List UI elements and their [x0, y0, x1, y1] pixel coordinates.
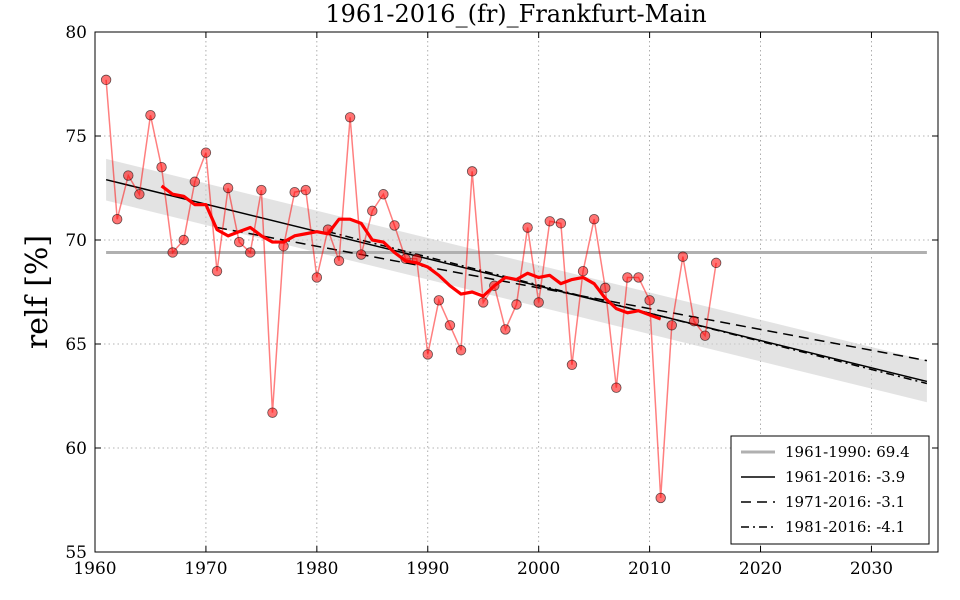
data-point: [178, 234, 189, 246]
data-point: [600, 282, 611, 294]
data-point: [134, 189, 145, 200]
data-point: [466, 166, 478, 177]
data-point: [622, 272, 633, 283]
data-point: [699, 330, 711, 341]
data-point: [677, 251, 689, 262]
data-point: [167, 247, 178, 258]
data-point: [123, 170, 134, 181]
legend-label: 1961-1990: 69.4: [785, 443, 910, 461]
data-point: [378, 189, 389, 200]
data-point: [688, 315, 700, 327]
x-tick-label: 1960: [73, 559, 116, 579]
x-tick-label: 1980: [295, 559, 338, 579]
x-tick-label: 2010: [628, 559, 671, 579]
data-point: [511, 299, 522, 310]
data-point: [544, 216, 555, 227]
plot-frame: [94, 31, 939, 553]
data-point: [222, 182, 234, 194]
y-tick-label: 80: [65, 23, 87, 43]
data-series: [100, 74, 722, 504]
y-tick-label: 75: [65, 127, 87, 147]
data-point: [533, 297, 544, 308]
data-point: [233, 236, 245, 248]
x-tick-label: 1970: [184, 559, 227, 579]
data-point: [300, 184, 311, 196]
data-point: [522, 222, 533, 233]
x-tick-label: 1990: [406, 559, 449, 579]
data-point: [245, 247, 256, 258]
y-tick-label: 55: [65, 543, 87, 563]
x-tick-label: 2000: [517, 559, 560, 579]
data-point: [644, 295, 655, 306]
legend-label: 1971-2016: -3.1: [785, 493, 905, 511]
x-tick-label: 2030: [850, 559, 893, 579]
y-tick-label: 65: [65, 335, 87, 355]
data-point: [189, 176, 201, 187]
data-point: [455, 345, 467, 356]
data-point: [577, 266, 589, 277]
data-point: [356, 249, 367, 260]
data-point: [200, 147, 212, 158]
data-point: [666, 320, 677, 331]
y-tick-label: 60: [65, 439, 87, 459]
y-axis-label: relf [%]: [20, 235, 55, 349]
legend-label: 1961-2016: -3.9: [785, 468, 905, 486]
data-point: [389, 220, 400, 231]
data-point: [433, 295, 445, 306]
data-point: [111, 213, 123, 225]
data-point: [655, 492, 666, 504]
data-point: [333, 255, 345, 266]
data-point: [478, 297, 489, 308]
data-point: [100, 74, 112, 86]
annual-values-line: [105, 79, 717, 498]
data-point: [555, 218, 567, 229]
y-tick-label: 70: [65, 231, 87, 251]
data-point: [367, 205, 378, 217]
data-point: [211, 266, 223, 277]
data-point: [633, 272, 644, 283]
trend-line-1981-2016: [327, 230, 928, 385]
data-point: [344, 112, 356, 123]
data-point: [444, 320, 456, 331]
legend: 1961-1990: 69.4 1961-2016: -3.9 1971-2016:…: [730, 435, 930, 545]
data-point: [156, 161, 167, 173]
data-point: [256, 184, 267, 196]
data-point: [588, 213, 600, 225]
data-point: [500, 324, 511, 335]
data-point: [422, 349, 433, 360]
legend-label: 1981-2016: -4.1: [785, 518, 905, 536]
data-point: [145, 109, 156, 121]
legend-box: [730, 435, 930, 545]
data-point: [566, 359, 578, 371]
chart-title: 1961-2016_(fr)_Frankfurt-Main: [325, 0, 706, 28]
data-point: [289, 186, 300, 198]
data-point: [611, 382, 622, 393]
axis-ticks: 1960 1970 1980 1990 2000 2010 2020 2030 55 60 65 70…: [65, 23, 938, 579]
data-point: [710, 257, 722, 269]
x-tick-label: 2020: [739, 559, 782, 579]
data-point: [267, 407, 278, 418]
data-point: [311, 272, 323, 283]
moving-average-line: [160, 184, 662, 321]
